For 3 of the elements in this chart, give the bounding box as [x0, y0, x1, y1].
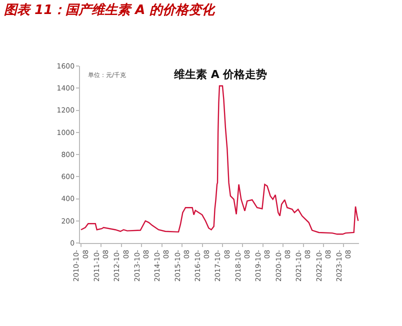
chart-title: 图表 11：国产维生素 A 的价格变化 — [4, 2, 217, 18]
chart-subtitle: 维生素 A 价格走势 — [173, 68, 268, 81]
line-series — [80, 85, 359, 235]
